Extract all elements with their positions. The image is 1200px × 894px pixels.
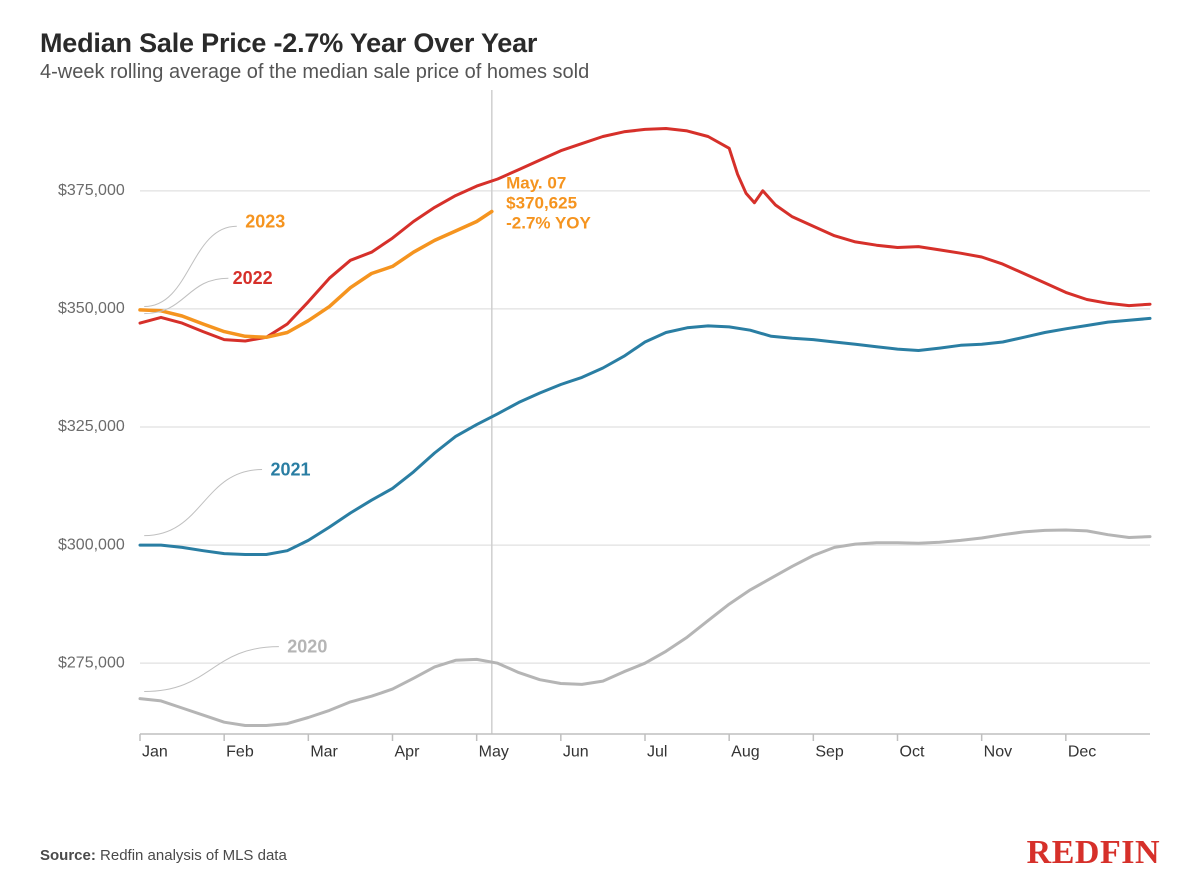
- series-label-2023: 2023: [245, 212, 285, 232]
- callout-line-0: May. 07: [506, 173, 566, 192]
- svg-text:Oct: Oct: [900, 743, 925, 760]
- brand-logo: REDFIN: [1027, 834, 1160, 872]
- chart-title: Median Sale Price -2.7% Year Over Year: [40, 28, 1160, 59]
- svg-text:Mar: Mar: [310, 743, 338, 760]
- svg-text:Apr: Apr: [395, 743, 421, 760]
- series-2020: [140, 530, 1150, 726]
- svg-text:$300,000: $300,000: [58, 536, 125, 553]
- callout-line-2: -2.7% YOY: [506, 213, 591, 232]
- svg-text:$325,000: $325,000: [58, 418, 125, 435]
- chart-container: Median Sale Price -2.7% Year Over Year 4…: [0, 0, 1200, 894]
- series-label-2021: 2021: [270, 460, 310, 480]
- series-label-2022: 2022: [233, 268, 273, 288]
- svg-text:$350,000: $350,000: [58, 300, 125, 317]
- svg-text:Jun: Jun: [563, 743, 589, 760]
- plot-area: $275,000 $300,000 $325,000 $350,000 $375,000…: [50, 110, 1160, 774]
- svg-text:May: May: [479, 743, 509, 760]
- svg-text:Nov: Nov: [984, 743, 1012, 760]
- svg-text:Aug: Aug: [731, 743, 759, 760]
- series-2023: [140, 212, 492, 338]
- svg-text:$375,000: $375,000: [58, 182, 125, 199]
- svg-text:Feb: Feb: [226, 743, 254, 760]
- svg-text:Dec: Dec: [1068, 743, 1096, 760]
- line-chart-svg: $275,000 $300,000 $325,000 $350,000 $375,000…: [50, 110, 1160, 774]
- series-label-2020: 2020: [287, 637, 327, 657]
- source-attribution: Source: Redfin analysis of MLS data: [40, 847, 287, 864]
- svg-text:Jan: Jan: [142, 743, 168, 760]
- source-label: Source:: [40, 847, 96, 864]
- callout-line-1: $370,625: [506, 193, 577, 212]
- series-2021: [140, 318, 1150, 554]
- svg-text:Jul: Jul: [647, 743, 667, 760]
- svg-text:$275,000: $275,000: [58, 654, 125, 671]
- chart-subtitle: 4-week rolling average of the median sal…: [40, 61, 1160, 84]
- source-text: Redfin analysis of MLS data: [96, 847, 287, 864]
- svg-text:Sep: Sep: [815, 743, 844, 760]
